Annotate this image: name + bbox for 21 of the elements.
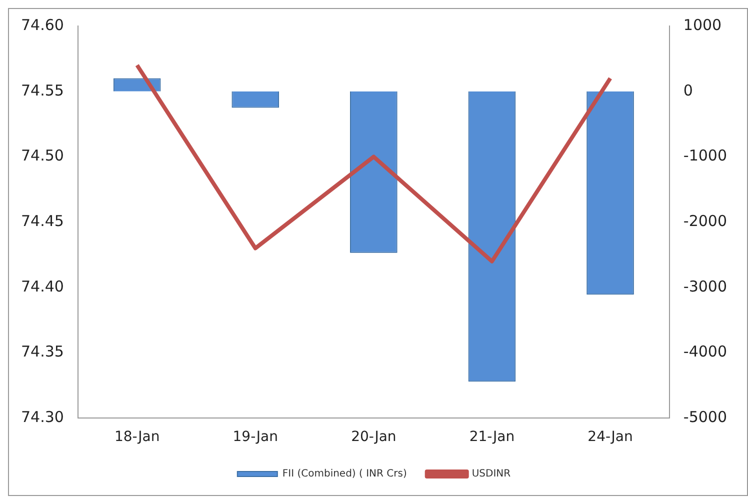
y-tick-label: 74.30 [20,408,64,426]
y-tick-label: 74.55 [20,81,64,100]
legend-label: FII (Combined) ( INR Crs) [282,468,407,480]
y-tick-label: 74.35 [20,342,64,361]
y-tick-label: 74.45 [20,212,64,230]
y-tick-label: 74.50 [20,146,64,165]
y-tick-label: 74.40 [20,277,64,296]
y2-tick-label: -2000 [683,212,728,230]
y2-tick-label: 1000 [683,16,722,34]
x-tick-label: 18-Jan [114,429,160,446]
x-tick-label: 19-Jan [232,429,278,446]
y-tick-label: 74.60 [20,16,64,34]
x-tick-label: 20-Jan [351,429,396,446]
legend-label: USDINR [472,468,511,480]
x-tick-label: 21-Jan [469,429,515,446]
y2-tick-label: -4000 [683,342,728,361]
y2-tick-label: -1000 [683,146,728,165]
x-tick-label: 24-Jan [588,429,633,446]
y2-tick-label: -3000 [683,277,728,296]
y2-tick-label: -5000 [683,408,728,426]
y2-tick-label: 0 [683,81,693,100]
